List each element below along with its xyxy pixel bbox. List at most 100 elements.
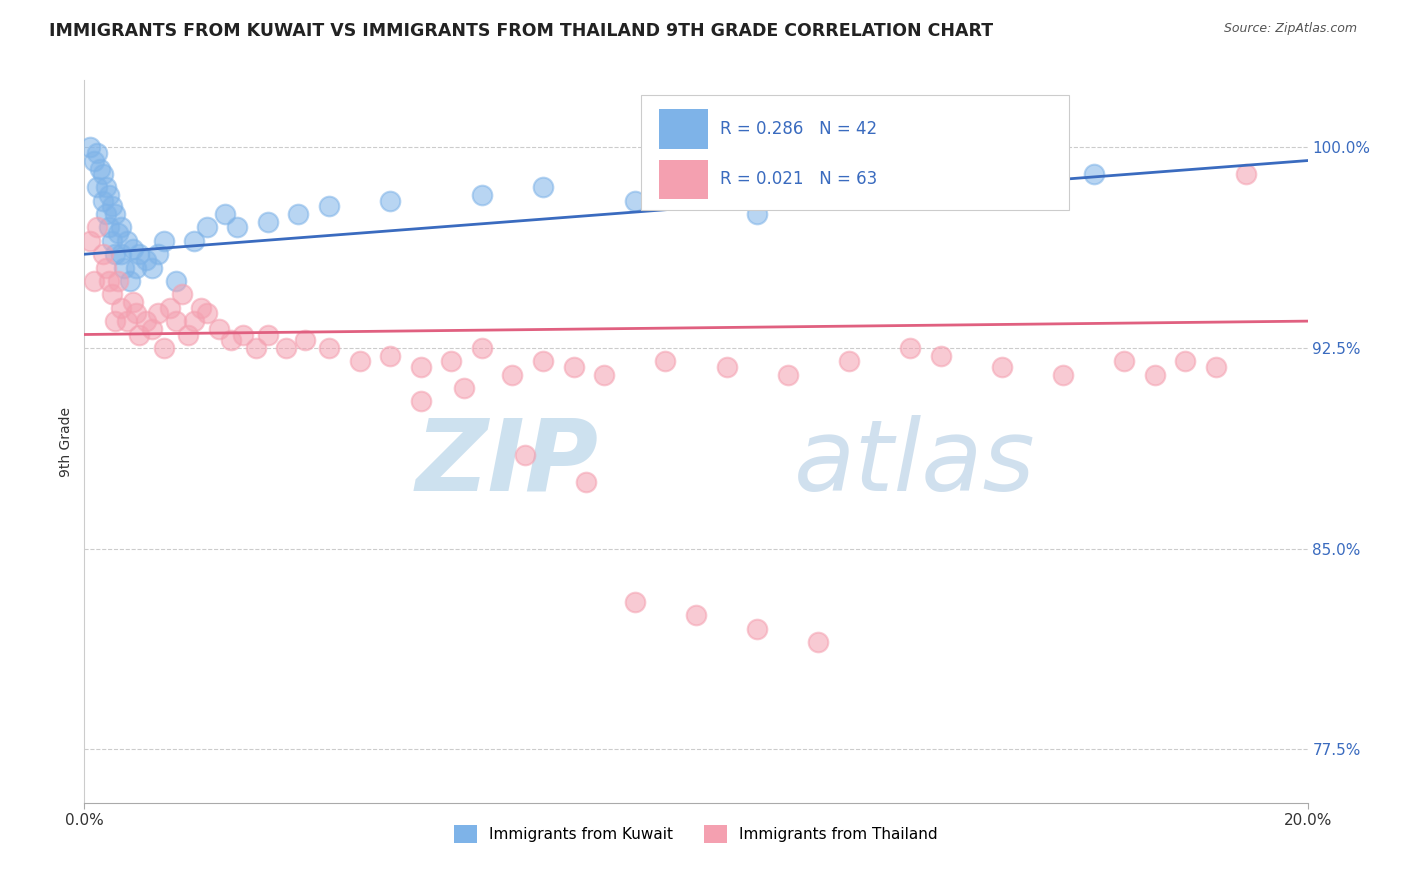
Point (79, 140, 101, 154)
Point (531, 354, 554, 368)
Y-axis label: 9th Grade: 9th Grade (59, 407, 73, 476)
Text: atlas: atlas (794, 415, 1035, 512)
Bar (659, 109, 709, 149)
Point (110, 301, 132, 315)
Text: Source: ZipAtlas.com: Source: ZipAtlas.com (1223, 22, 1357, 36)
Point (183, 314, 205, 328)
Point (120, 274, 142, 288)
Point (1205, 359, 1227, 374)
Point (380, 194, 402, 208)
Point (593, 368, 616, 382)
Point (153, 234, 176, 248)
Point (110, 220, 132, 235)
Point (104, 247, 127, 261)
Point (685, 608, 707, 623)
Point (101, 199, 124, 213)
Point (104, 207, 127, 221)
Point (1083, 167, 1105, 181)
Point (929, 349, 952, 363)
Point (531, 180, 554, 194)
Point (89, 161, 111, 176)
Point (86, 180, 108, 194)
Point (165, 314, 187, 328)
Point (135, 314, 157, 328)
Point (107, 226, 129, 240)
Point (107, 274, 129, 288)
Point (502, 368, 524, 382)
Point (991, 359, 1014, 374)
Bar (659, 160, 709, 200)
Point (232, 327, 254, 342)
Point (1236, 167, 1258, 181)
Legend: Immigrants from Kuwait, Immigrants from Thailand: Immigrants from Kuwait, Immigrants from … (449, 819, 943, 849)
Point (471, 188, 494, 202)
Point (898, 341, 921, 355)
Point (125, 306, 148, 320)
Point (190, 301, 212, 315)
Point (195, 306, 218, 320)
Point (257, 215, 280, 229)
Point (159, 301, 181, 315)
Point (97, 274, 120, 288)
Point (115, 234, 138, 248)
Text: R = 0.021   N = 63: R = 0.021 N = 63 (720, 170, 877, 188)
Point (101, 287, 124, 301)
Point (1052, 368, 1074, 382)
Bar (641, 95, 1069, 211)
Point (128, 247, 150, 261)
Point (165, 274, 187, 288)
Point (226, 220, 249, 235)
Point (294, 333, 316, 347)
Point (440, 354, 463, 368)
Point (807, 635, 830, 649)
Point (141, 260, 163, 275)
Point (146, 247, 169, 261)
Point (83, 274, 105, 288)
Point (128, 327, 150, 342)
Point (349, 354, 371, 368)
Point (409, 359, 432, 374)
Point (94, 180, 117, 194)
Point (380, 349, 402, 363)
Point (135, 252, 157, 267)
Point (654, 354, 676, 368)
Point (104, 314, 127, 328)
Point (94, 260, 117, 275)
Point (177, 327, 200, 342)
Point (287, 207, 309, 221)
Point (91, 194, 114, 208)
Point (471, 341, 494, 355)
Point (409, 394, 432, 409)
Point (141, 322, 163, 336)
Point (747, 207, 769, 221)
Point (453, 381, 475, 395)
Point (257, 327, 280, 342)
Point (318, 341, 340, 355)
Point (562, 359, 585, 374)
Point (97, 188, 120, 202)
Point (125, 260, 148, 275)
Point (86, 145, 108, 160)
Point (214, 207, 236, 221)
Point (1174, 354, 1197, 368)
Text: ZIP: ZIP (415, 415, 598, 512)
Point (1114, 354, 1136, 368)
Point (122, 295, 145, 310)
Point (115, 314, 138, 328)
Point (208, 322, 231, 336)
Point (195, 220, 218, 235)
Point (86, 220, 108, 235)
Point (83, 153, 105, 168)
Point (91, 167, 114, 181)
Point (716, 359, 738, 374)
Point (94, 207, 117, 221)
Point (219, 333, 242, 347)
Point (838, 354, 860, 368)
Point (97, 220, 120, 235)
Point (112, 260, 135, 275)
Point (624, 595, 647, 609)
Point (245, 341, 267, 355)
Point (101, 234, 124, 248)
Point (153, 341, 176, 355)
Text: IMMIGRANTS FROM KUWAIT VS IMMIGRANTS FROM THAILAND 9TH GRADE CORRELATION CHART: IMMIGRANTS FROM KUWAIT VS IMMIGRANTS FRO… (49, 22, 993, 40)
